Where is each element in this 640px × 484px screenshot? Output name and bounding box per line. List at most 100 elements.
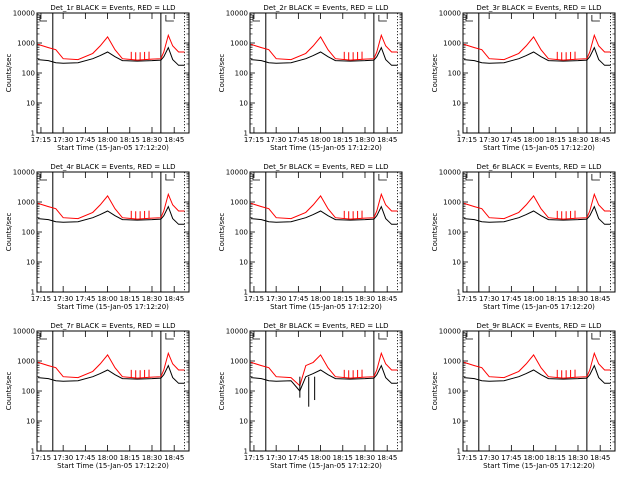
corner-bracket-left [252, 15, 260, 22]
series-line-black [250, 364, 398, 392]
y-tick-label: 100 [22, 70, 35, 78]
corner-bracket-right [378, 15, 387, 22]
x-tick-label: 18:15 [333, 136, 353, 144]
x-axis-label: Start Time (15-Jan-05 17:12:20) [483, 144, 595, 152]
x-tick-label: 17:30 [53, 454, 73, 462]
y-tick-label: 1000 [230, 40, 248, 48]
x-tick-label: 18:00 [97, 136, 117, 144]
y-tick-label: 1 [244, 130, 248, 138]
plot-frame [36, 12, 190, 134]
y-axis-label: Counts/sec [431, 213, 439, 252]
y-tick-label: 10000 [13, 10, 35, 18]
panel-5: Det_5r BLACK = Events, RED = LLD 1 10 100 10… [218, 163, 403, 311]
corner-bracket-left [465, 333, 473, 340]
x-tick-label: 17:15 [457, 454, 477, 462]
x-tick-label: 18:00 [310, 295, 330, 303]
corner-bracket-left [39, 15, 47, 22]
x-tick-label: 18:30 [142, 295, 162, 303]
y-tick-label: 1 [244, 448, 248, 456]
x-tick-label: 17:30 [479, 295, 499, 303]
y-tick-label: 1 [31, 448, 35, 456]
y-tick-label: 1000 [443, 358, 461, 366]
panel-3: Det_3r BLACK = Events, RED = LLD 1 10 100 10… [431, 4, 616, 152]
panel-title: Det_9r BLACK = Events, RED = LLD [476, 322, 601, 330]
y-tick-label: 100 [448, 229, 461, 237]
y-tick-label: 100 [235, 229, 248, 237]
x-tick-label: 17:30 [266, 454, 286, 462]
x-tick-label: 18:45 [164, 295, 184, 303]
y-tick-label: 1 [31, 130, 35, 138]
x-tick-label: 17:15 [244, 136, 264, 144]
x-tick-label: 17:30 [479, 136, 499, 144]
panel-8: Det_8r BLACK = Events, RED = LLD 1 10 100 10… [218, 322, 403, 470]
y-tick-label: 100 [235, 70, 248, 78]
x-tick-label: 18:15 [120, 136, 140, 144]
panel-title: Det_5r BLACK = Events, RED = LLD [263, 163, 388, 171]
series-line-red [37, 351, 185, 379]
x-tick-label: 17:45 [501, 454, 521, 462]
y-tick-label: 10 [26, 100, 35, 108]
x-tick-label: 17:45 [288, 295, 308, 303]
series-line-black [37, 205, 185, 225]
y-tick-label: 1 [457, 289, 461, 297]
y-tick-label: 10000 [226, 10, 248, 18]
panel-7: Det_7r BLACK = Events, RED = LLD 1 10 100 10… [5, 322, 190, 470]
x-tick-label: 17:45 [288, 136, 308, 144]
corner-bracket-right [165, 174, 174, 181]
y-tick-label: 1000 [443, 199, 461, 207]
series-line-red [37, 192, 185, 220]
x-axis-label: Start Time (15-Jan-05 17:12:20) [57, 462, 169, 470]
y-tick-label: 10000 [13, 169, 35, 177]
series-line-black [250, 46, 398, 66]
panel-title: Det_7r BLACK = Events, RED = LLD [50, 322, 175, 330]
y-tick-label: 100 [448, 70, 461, 78]
x-tick-label: 17:30 [266, 136, 286, 144]
corner-bracket-right [378, 333, 387, 340]
y-tick-label: 1000 [443, 40, 461, 48]
y-tick-label: 10 [452, 259, 461, 267]
plot-frame [462, 171, 616, 293]
x-tick-label: 17:30 [53, 295, 73, 303]
corner-bracket-right [165, 333, 174, 340]
plot-frame [462, 330, 616, 452]
x-tick-label: 18:45 [590, 136, 610, 144]
y-tick-label: 10000 [13, 328, 35, 336]
x-tick-label: 18:45 [377, 136, 397, 144]
corner-bracket-left [39, 333, 47, 340]
x-axis-label: Start Time (15-Jan-05 17:12:20) [57, 303, 169, 311]
y-tick-label: 1 [31, 289, 35, 297]
x-tick-label: 17:45 [75, 136, 95, 144]
x-tick-label: 17:15 [31, 295, 51, 303]
series-line-red [463, 33, 611, 61]
series-line-red [463, 351, 611, 379]
panel-6: Det_6r BLACK = Events, RED = LLD 1 10 100 10… [431, 163, 616, 311]
y-tick-label: 100 [448, 388, 461, 396]
y-tick-label: 10000 [439, 169, 461, 177]
y-axis-label: Counts/sec [218, 213, 226, 252]
plot-frame [249, 330, 403, 452]
panel-9: Det_9r BLACK = Events, RED = LLD 1 10 100 10… [431, 322, 616, 470]
y-tick-label: 10000 [226, 169, 248, 177]
x-axis-label: Start Time (15-Jan-05 17:12:20) [270, 462, 382, 470]
corner-bracket-right [165, 15, 174, 22]
corner-bracket-right [378, 174, 387, 181]
x-tick-label: 18:15 [120, 454, 140, 462]
series-line-black [37, 364, 185, 384]
x-tick-label: 18:15 [546, 136, 566, 144]
x-tick-label: 17:15 [457, 295, 477, 303]
x-tick-label: 18:45 [164, 454, 184, 462]
corner-bracket-left [252, 174, 260, 181]
x-tick-label: 17:15 [244, 295, 264, 303]
corner-bracket-left [39, 174, 47, 181]
x-tick-label: 17:15 [457, 136, 477, 144]
x-tick-label: 17:45 [288, 454, 308, 462]
corner-bracket-left [465, 174, 473, 181]
y-tick-label: 100 [235, 388, 248, 396]
plot-frame [36, 171, 190, 293]
plot-frame [249, 12, 403, 134]
y-axis-label: Counts/sec [5, 213, 13, 252]
y-tick-label: 10000 [439, 328, 461, 336]
x-tick-label: 18:00 [310, 454, 330, 462]
